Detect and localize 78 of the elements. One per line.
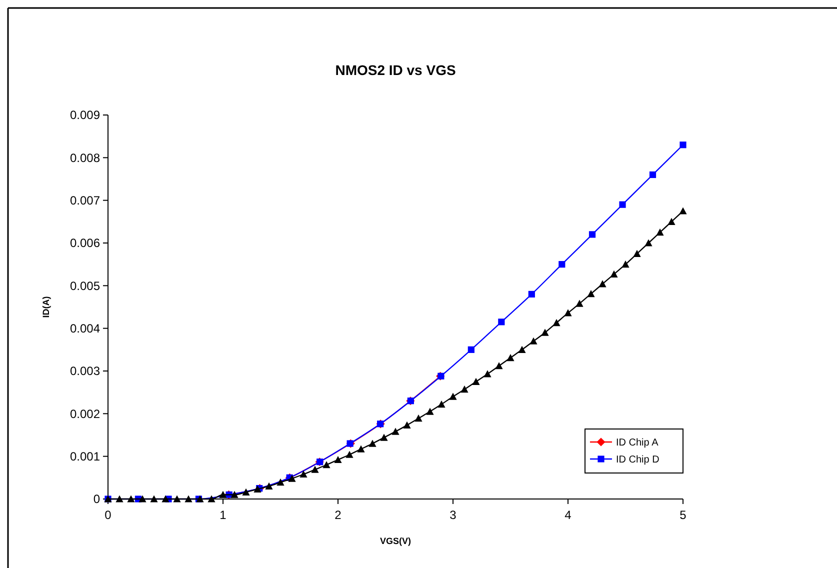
point [679,207,687,214]
point [334,456,342,464]
point [403,421,411,428]
y-tick-label: 0.007 [70,194,100,208]
point [506,354,514,362]
point [472,378,480,385]
point [162,495,170,502]
point [468,346,474,353]
point [530,337,538,344]
point [288,474,296,482]
point [668,218,676,225]
x-axis-title: VGS(V) [380,536,412,546]
point [656,228,664,236]
point [438,400,446,408]
legend-label: ID Chip A [616,438,659,448]
y-tick-label: 0.001 [70,450,100,464]
point [528,290,535,298]
point [219,490,227,498]
point [392,428,400,435]
point [460,386,468,393]
point [322,461,330,468]
x-tick-label: 4 [564,508,572,522]
point [346,450,354,458]
point [552,318,560,326]
point [558,261,566,268]
point [173,495,181,502]
point [276,478,284,486]
point [541,328,549,336]
point [564,309,572,316]
point [649,171,656,178]
point [357,445,365,452]
point [265,482,273,490]
point [150,495,158,502]
y-axis-title: ID(A) [41,296,51,318]
point [498,318,505,326]
point [518,346,526,353]
point [208,495,216,502]
point [576,300,584,307]
point [414,414,422,422]
x-tick-label: 1 [220,508,227,522]
y-tick-label: 0.009 [70,108,100,122]
point [254,485,262,492]
y-tick-label: 0.005 [70,278,100,293]
x-tick-label: 0 [104,508,112,522]
y-tick-label: 0.004 [70,322,100,336]
point [598,280,606,288]
y-tick-label: 0.003 [70,364,100,378]
y-tick-label: 0.008 [70,150,100,165]
y-tick-label: 0.002 [70,406,100,421]
point [368,440,376,447]
x-tick-label: 5 [680,508,687,522]
point [619,201,626,208]
point [116,495,124,502]
point [622,260,630,268]
x-tick-label: 3 [450,508,457,522]
point [230,490,238,498]
point [495,362,503,370]
point [588,231,596,238]
chart-title: NMOS2 ID vs VGS [335,62,456,78]
point [610,270,618,278]
point [380,434,388,441]
y-tick-label: 0 [93,492,100,506]
point [587,290,595,298]
point [184,495,192,502]
point [680,142,686,148]
point [311,466,319,473]
point [633,250,641,257]
point [127,495,135,502]
point [138,495,146,502]
point [449,392,457,400]
x-tick-label: 2 [334,508,342,522]
y-tick-label: 0.006 [70,236,100,250]
point [300,470,308,478]
point [644,239,652,246]
legend-label: ID Chip D [616,454,660,466]
point [242,488,250,496]
point [484,370,492,378]
point [426,408,434,415]
